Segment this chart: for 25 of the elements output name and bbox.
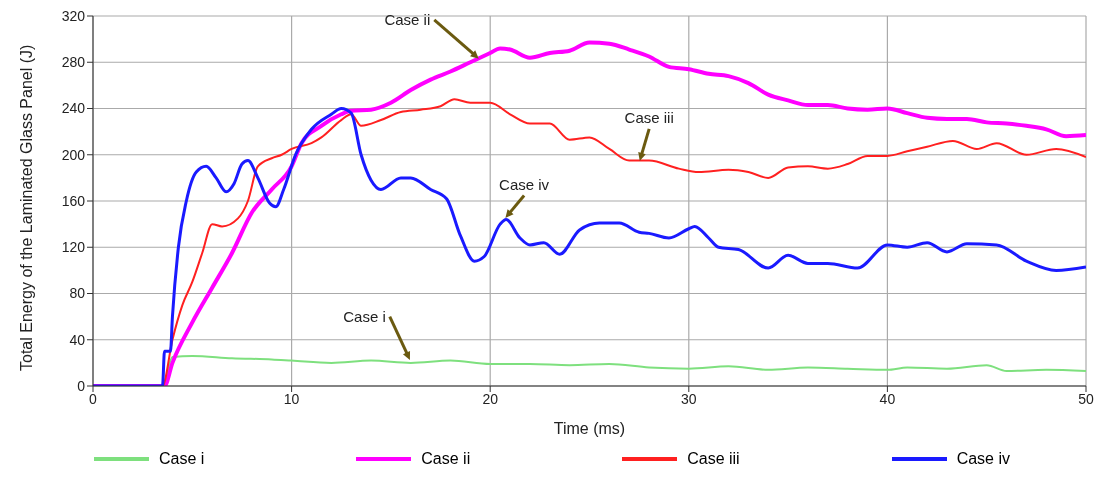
y-axis-title: Total Energy of the Laminated Glass Panel (J) (17, 44, 35, 371)
legend-label: Case iii (687, 450, 740, 468)
y-tick-label: 40 (69, 331, 86, 348)
annotation: Case i (343, 307, 386, 325)
x-tick-label: 50 (1078, 390, 1094, 407)
x-tick-label: 30 (681, 390, 697, 407)
x-tick-label: 40 (879, 390, 896, 407)
y-tick-label: 80 (69, 285, 86, 302)
legend-label: Case ii (421, 450, 471, 468)
annotation: Case iii (624, 108, 674, 126)
y-tick-label: 200 (61, 146, 86, 163)
legend-label: Case i (158, 450, 205, 468)
x-tick-label: 0 (89, 390, 98, 407)
annotation: Case ii (384, 10, 431, 28)
legend-label: Case iv (956, 450, 1010, 468)
y-tick-label: 320 (61, 7, 86, 24)
x-tick-label: 20 (482, 390, 499, 407)
x-tick-label: 10 (283, 390, 300, 407)
y-tick-label: 280 (61, 54, 86, 71)
y-tick-label: 120 (61, 239, 86, 256)
x-axis-title: Time (ms) (553, 420, 626, 437)
y-tick-label: 160 (61, 192, 86, 209)
y-tick-label: 240 (61, 100, 86, 117)
annotation: Case iv (499, 175, 550, 193)
y-tick-label: 0 (77, 377, 86, 394)
